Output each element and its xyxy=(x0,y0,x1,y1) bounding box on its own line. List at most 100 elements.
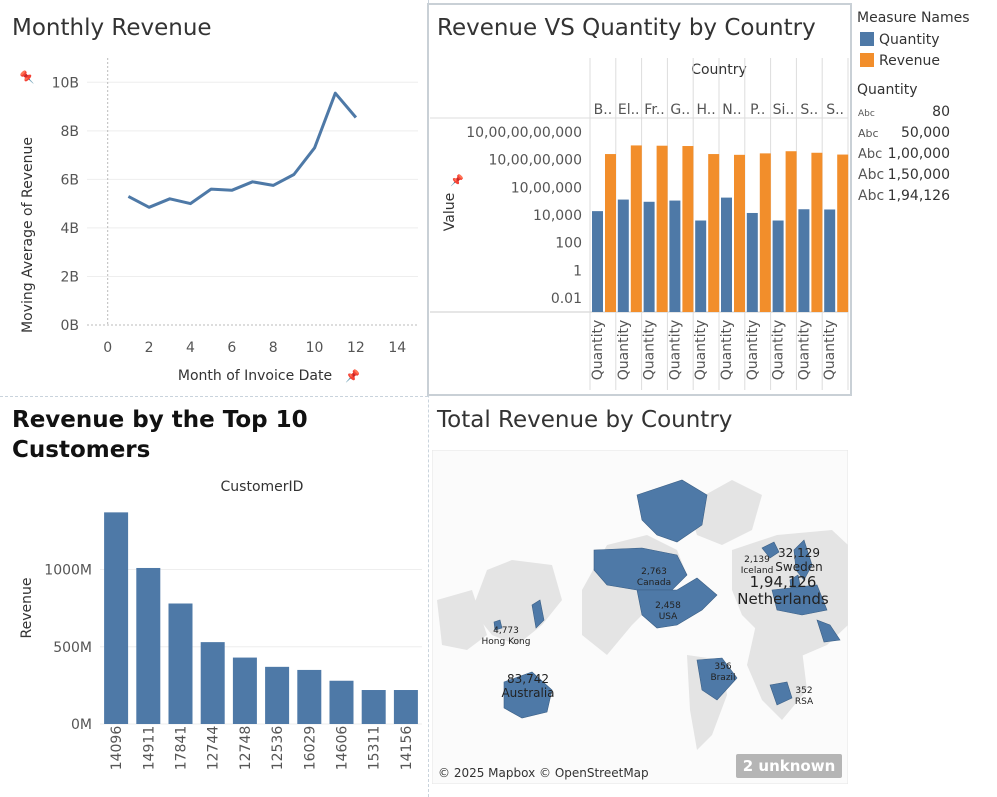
size-legend-item[interactable]: Abc 1,94,126 xyxy=(858,188,950,204)
pin-icon[interactable]: 📌 xyxy=(19,69,34,84)
size-legend-title: Quantity xyxy=(857,82,918,98)
customer-bar[interactable] xyxy=(361,690,386,724)
horizontal-divider xyxy=(0,396,428,397)
customer-bar[interactable] xyxy=(104,512,129,724)
legend-item-revenue[interactable]: Revenue xyxy=(860,53,940,69)
map-title: Total Revenue by Country xyxy=(437,407,733,433)
map-value-label: 4,773 xyxy=(493,626,519,636)
country-column-header[interactable]: B.. xyxy=(594,102,613,118)
size-legend-item[interactable]: Abc 1,50,000 xyxy=(858,167,950,183)
map-value-label: 356 xyxy=(714,662,731,672)
y-tick-label: 6B xyxy=(60,172,79,188)
customer-bar[interactable] xyxy=(297,669,322,724)
quantity-bar[interactable] xyxy=(824,209,836,312)
quantity-bar[interactable] xyxy=(721,197,732,312)
monthly-xlabel: Month of Invoice Date xyxy=(178,368,332,384)
revqty-chart[interactable]: Country B.. El.. Fr.. G.. H.. N.. P.. Si.. S.. S.… xyxy=(430,50,850,394)
x-tick-label: 10 xyxy=(306,340,324,356)
y-tick-label: 500M xyxy=(53,640,92,656)
revqty-title: Revenue VS Quantity by Country xyxy=(437,15,816,41)
country-column-header[interactable]: Fr.. xyxy=(644,102,664,118)
vertical-divider xyxy=(428,0,429,797)
quantity-bar[interactable] xyxy=(695,220,707,312)
y-tick-label: 8B xyxy=(60,124,79,140)
customer-id-label: 12748 xyxy=(238,726,254,771)
quantity-bar[interactable] xyxy=(669,200,681,312)
svg-text:📌: 📌 xyxy=(450,173,464,187)
quantity-bar[interactable] xyxy=(746,212,758,312)
country-column-header[interactable]: S.. xyxy=(826,102,844,118)
country-column-header[interactable]: N.. xyxy=(722,102,741,118)
quantity-bar[interactable] xyxy=(592,211,603,312)
quantity-bar[interactable] xyxy=(772,220,784,312)
customer-bar[interactable] xyxy=(232,657,257,724)
measure-label: Quantity xyxy=(616,320,632,381)
customerid-header: CustomerID xyxy=(221,479,304,495)
map-country-label: Netherlands xyxy=(737,590,829,608)
map-country-label: Canada xyxy=(637,578,671,588)
monthly-ylabel: Moving Average of Revenue xyxy=(20,137,36,333)
y-tick-label: 4B xyxy=(60,221,79,237)
map-value-label: 2,139 xyxy=(744,555,770,565)
legend-title: Measure Names xyxy=(857,10,970,26)
revenue-bar[interactable] xyxy=(630,145,642,312)
size-legend-item[interactable]: Abc 50,000 xyxy=(858,125,950,141)
country-column-header[interactable]: S.. xyxy=(800,102,818,118)
legend-item-quantity[interactable]: Quantity xyxy=(860,32,940,48)
map-value-label: 32,129 xyxy=(778,546,820,560)
customer-bar[interactable] xyxy=(265,666,290,724)
y-tick-label: 10,00,00,00,000 xyxy=(466,125,582,141)
country-column-header[interactable]: El.. xyxy=(618,102,640,118)
y-tick-label: 0B xyxy=(60,318,79,334)
monthly-title: Monthly Revenue xyxy=(12,15,212,41)
y-tick-label: 100 xyxy=(555,236,582,252)
map-country-label: Sweden xyxy=(775,560,822,574)
customer-id-label: 12536 xyxy=(270,726,286,771)
country-column-header[interactable]: P.. xyxy=(750,102,765,118)
customer-id-label: 14156 xyxy=(399,726,415,771)
monthly-chart[interactable]: 0B 2B 4B 6B 8B 10B 0 2 4 6 8 10 12 14 Moving Average… xyxy=(0,50,425,395)
revenue-bar[interactable] xyxy=(734,154,745,312)
y-tick-label: 0M xyxy=(71,717,92,733)
revenue-bar[interactable] xyxy=(837,154,849,312)
customer-bar[interactable] xyxy=(136,567,161,724)
customer-bar[interactable] xyxy=(329,680,354,724)
country-column-header[interactable]: G.. xyxy=(670,102,690,118)
revenue-bar[interactable] xyxy=(682,146,694,312)
customer-bar[interactable] xyxy=(393,690,418,724)
customer-id-label: 17841 xyxy=(174,726,190,771)
selected-chart-frame xyxy=(427,3,852,396)
revenue-bar[interactable] xyxy=(708,154,720,312)
unknown-badge[interactable]: 2 unknown xyxy=(736,754,842,778)
quantity-bar[interactable] xyxy=(798,209,810,312)
customer-bar[interactable] xyxy=(168,603,193,724)
y-tick-label: 10,000 xyxy=(533,208,582,224)
customer-id-label: 16029 xyxy=(302,726,318,771)
country-column-header[interactable]: Si.. xyxy=(773,102,795,118)
map-credit[interactable]: © 2025 Mapbox © OpenStreetMap xyxy=(438,766,649,780)
x-tick-label: 0 xyxy=(103,340,112,356)
country-column-header[interactable]: H.. xyxy=(697,102,716,118)
customer-id-label: 15311 xyxy=(367,726,383,771)
map-country-label: RSA xyxy=(795,697,814,707)
size-legend-item[interactable]: Abc 80 xyxy=(858,104,950,120)
pin-icon[interactable]: 📌 xyxy=(345,368,360,383)
size-legend-item[interactable]: Abc 1,00,000 xyxy=(858,146,950,162)
revenue-bar[interactable] xyxy=(656,145,668,312)
map-country-label: Australia xyxy=(501,686,554,700)
measure-label: Quantity xyxy=(771,320,787,381)
customer-bar[interactable] xyxy=(200,642,225,724)
quantity-bar[interactable] xyxy=(617,199,629,312)
revenue-bar[interactable] xyxy=(811,152,823,312)
map-countries[interactable] xyxy=(493,479,841,719)
revenue-bar[interactable] xyxy=(759,153,771,312)
quantity-bar[interactable] xyxy=(643,201,655,312)
customer-id-label: 14606 xyxy=(335,726,351,771)
top10-chart[interactable]: CustomerID 0M 500M 1000M 14096 14911 17841 12… xyxy=(0,470,425,790)
revenue-bar[interactable] xyxy=(785,151,797,312)
revenue-bar[interactable] xyxy=(605,154,616,312)
series-line[interactable] xyxy=(127,91,358,209)
pin-icon[interactable]: 📌 xyxy=(450,173,464,187)
map-value-label: 352 xyxy=(795,686,812,696)
